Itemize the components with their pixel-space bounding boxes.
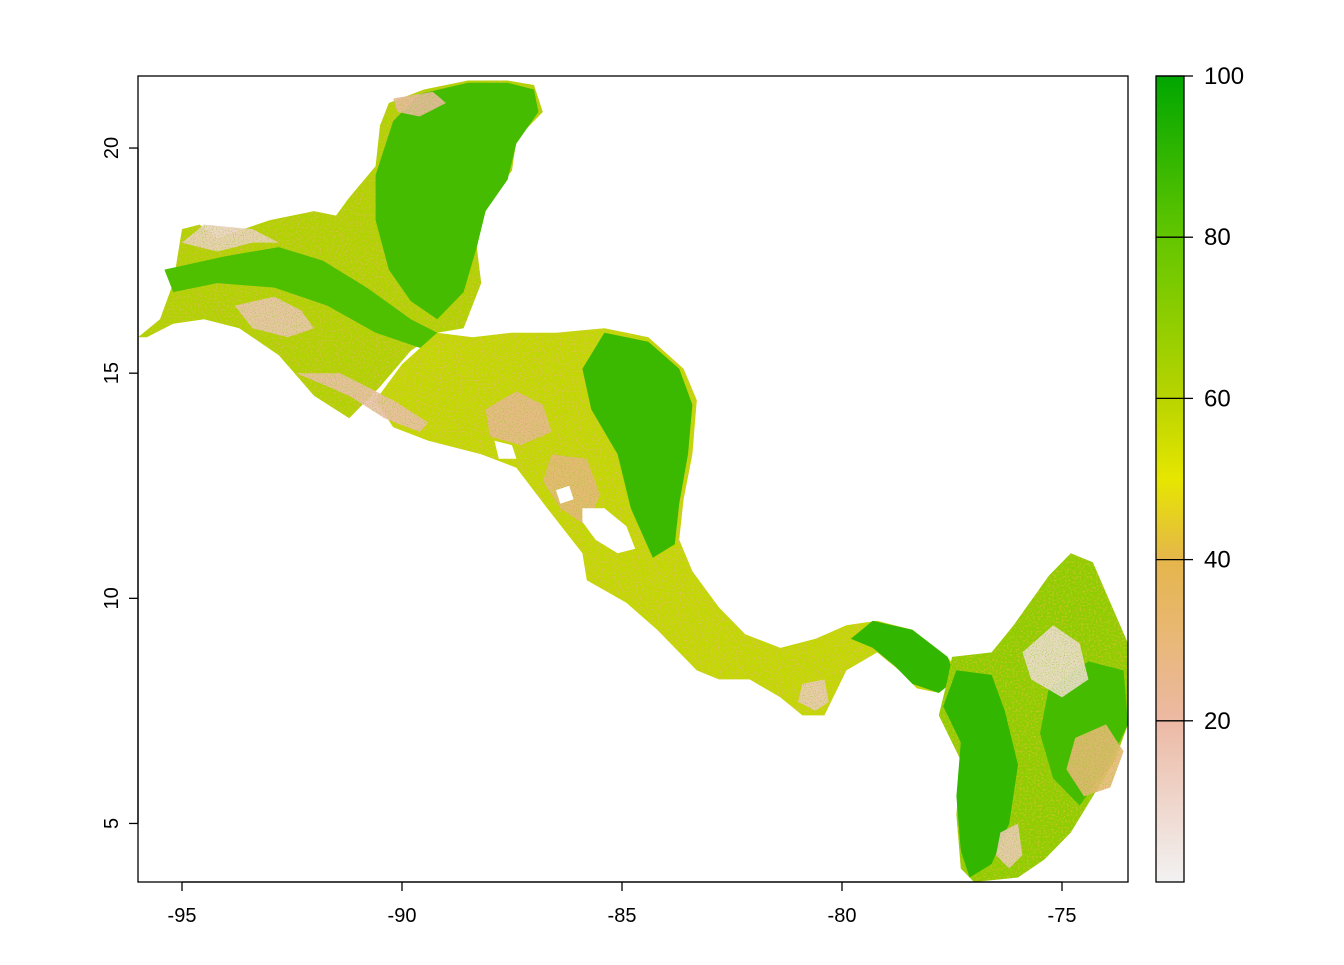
open-patch-texture-veracruz-lowland <box>182 224 279 252</box>
legend-tick-label: 80 <box>1204 224 1231 251</box>
land-region-mosquitia <box>582 332 693 558</box>
y-axis: 5 10 15 20 <box>101 137 139 829</box>
legend-tick-label: 40 <box>1204 547 1231 574</box>
water-body-gulf-of-fonseca <box>494 440 517 459</box>
water-body-lake-nicaragua <box>582 508 636 554</box>
y-tick-label: 15 <box>101 362 123 384</box>
open-patch-texture-colombia-caribbean <box>1022 625 1089 698</box>
open-patch-texture-honduras-interior <box>485 391 552 446</box>
x-tick-label: -90 <box>388 905 417 927</box>
open-patch-texture-yucatan-north-coast <box>393 91 446 117</box>
legend-tick-label: 60 <box>1204 385 1231 412</box>
x-tick-label: -75 <box>1048 905 1077 927</box>
x-tick-label: -95 <box>168 905 197 927</box>
water-body-lake-managua <box>556 485 574 504</box>
land-region-magdalena-east <box>1040 661 1128 806</box>
open-patch-texture-nicaragua-west <box>542 454 600 527</box>
land-cover-raster <box>138 80 1128 882</box>
legend-tick-label: 100 <box>1204 63 1244 90</box>
open-patch-texture-pacific-slope <box>296 373 429 432</box>
open-patch-texture-colombia-andes-east <box>1066 724 1124 797</box>
x-tick-label: -80 <box>828 905 857 927</box>
land-region-yucatan <box>375 82 539 320</box>
x-tick-label: -85 <box>608 905 637 927</box>
open-patch-texture-chiapas-highland <box>234 296 314 338</box>
land-region-panama-darien <box>850 620 957 693</box>
y-tick-label: 5 <box>101 818 123 829</box>
y-tick-label: 20 <box>101 137 123 159</box>
legend-colorbar <box>1156 76 1184 882</box>
land-region-northern-coast-belt <box>164 247 446 351</box>
open-patch-texture-azuero <box>798 679 829 711</box>
legend-tick-label: 20 <box>1204 708 1231 735</box>
color-legend: 20 40 60 80 100 <box>1155 63 1244 883</box>
x-axis: -95 -90 -85 -80 -75 <box>168 881 1077 927</box>
y-tick-label: 10 <box>101 587 123 609</box>
open-patch-texture-cauca-valley <box>996 823 1023 869</box>
land-region-choco-pacific <box>943 670 1018 878</box>
